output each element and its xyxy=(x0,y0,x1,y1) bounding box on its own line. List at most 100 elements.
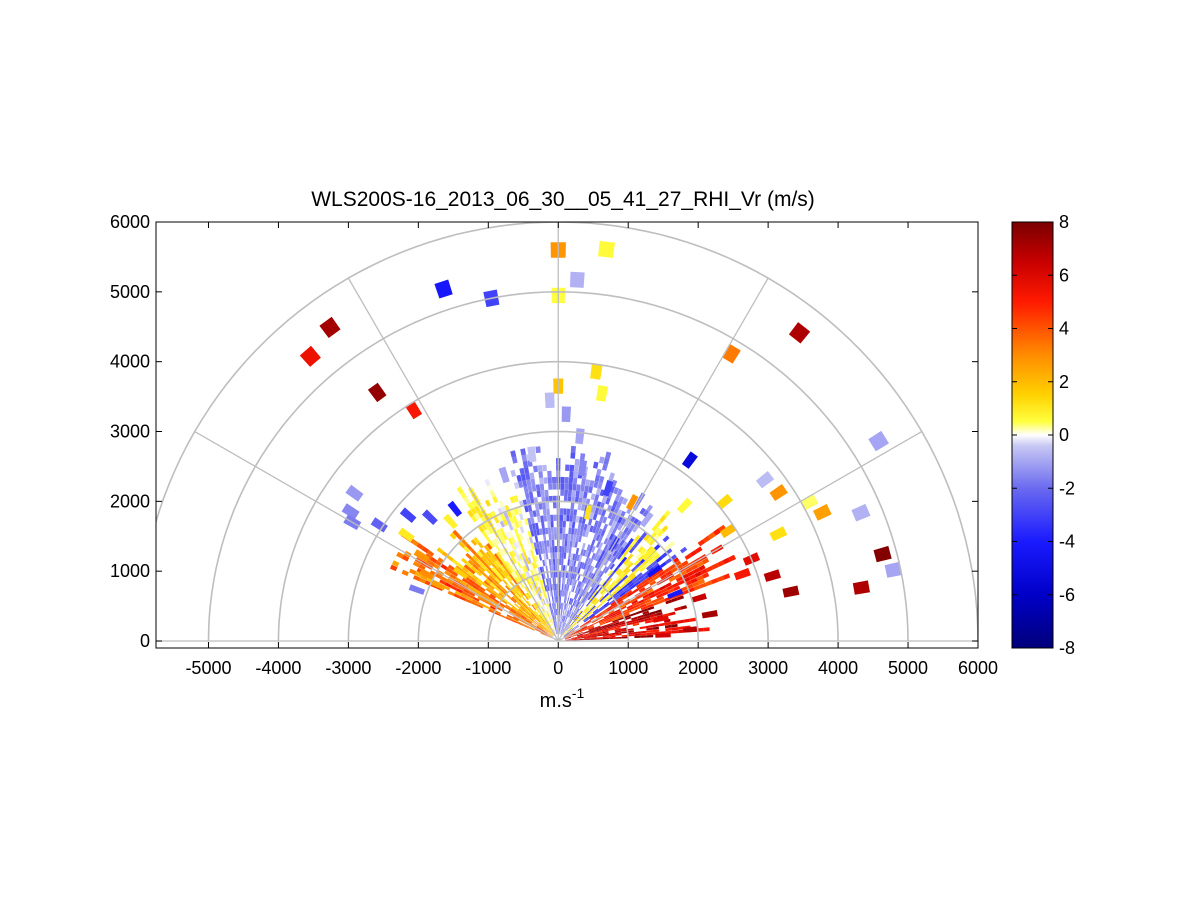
velocity-bin xyxy=(523,565,529,572)
velocity-bin xyxy=(551,616,554,623)
velocity-bin xyxy=(551,584,554,591)
velocity-bin xyxy=(498,603,505,609)
velocity-bin xyxy=(499,572,506,579)
velocity-bin xyxy=(604,615,611,620)
velocity-bin xyxy=(493,553,500,560)
velocity-cell xyxy=(769,526,788,542)
velocity-bin xyxy=(514,603,520,609)
velocity-bin xyxy=(530,583,535,590)
velocity-bin xyxy=(614,595,621,601)
velocity-bin xyxy=(632,620,639,625)
velocity-bin xyxy=(559,558,562,565)
velocity-bin xyxy=(632,525,639,533)
velocity-bin xyxy=(520,448,526,456)
velocity-bin xyxy=(573,528,578,535)
velocity-bin xyxy=(579,491,584,498)
velocity-bin xyxy=(420,574,428,581)
velocity-bin xyxy=(705,580,713,587)
velocity-bin xyxy=(619,620,626,624)
velocity-bin xyxy=(666,585,674,591)
velocity-bin xyxy=(472,563,480,570)
velocity-bin xyxy=(589,615,596,620)
velocity-bin xyxy=(599,557,605,564)
velocity-bin xyxy=(483,562,490,569)
velocity-bin xyxy=(592,461,599,469)
velocity-cell xyxy=(852,580,870,595)
velocity-bin xyxy=(609,634,616,637)
velocity-bin xyxy=(525,473,531,480)
velocity-cell xyxy=(719,523,737,539)
velocity-bin xyxy=(618,546,624,554)
velocity-bin xyxy=(606,532,612,539)
velocity-bin xyxy=(560,628,562,635)
x-tick-label: 0 xyxy=(553,658,563,678)
velocity-bin xyxy=(578,535,582,543)
velocity-bin xyxy=(555,621,557,628)
velocity-bin xyxy=(635,594,643,600)
velocity-bin xyxy=(551,565,554,572)
velocity-bin xyxy=(598,542,604,549)
velocity-bin xyxy=(553,628,556,635)
velocity-bin xyxy=(617,516,623,524)
velocity-bin xyxy=(569,630,575,634)
velocity-bin xyxy=(502,533,508,541)
velocity-bin xyxy=(565,603,568,610)
velocity-bin xyxy=(544,559,548,566)
velocity-bin xyxy=(589,632,596,635)
velocity-bin xyxy=(477,578,484,585)
velocity-bin xyxy=(538,615,543,621)
velocity-bin xyxy=(530,517,535,524)
velocity-bin xyxy=(552,546,555,553)
velocity-bin xyxy=(537,600,542,607)
velocity-bin xyxy=(563,631,568,636)
velocity-bin xyxy=(547,632,553,637)
velocity-bin xyxy=(547,470,552,478)
velocity-bin xyxy=(638,619,645,623)
velocity-bin xyxy=(561,615,563,622)
velocity-bin xyxy=(506,583,513,590)
velocity-bin xyxy=(572,599,576,606)
velocity-bin xyxy=(636,582,643,589)
velocity-bin xyxy=(594,520,599,528)
velocity-bin xyxy=(537,465,543,472)
velocity-bin xyxy=(562,615,564,622)
velocity-bin xyxy=(565,616,568,623)
velocity-bin xyxy=(598,535,604,543)
velocity-bin xyxy=(603,592,610,598)
velocity-bin xyxy=(661,525,669,533)
velocity-bin xyxy=(629,574,637,581)
velocity-bin xyxy=(545,565,549,573)
velocity-bin xyxy=(553,615,556,622)
velocity-bin xyxy=(568,552,571,560)
velocity-bin xyxy=(590,566,595,573)
velocity-bin xyxy=(534,522,539,530)
velocity-bin xyxy=(535,446,541,454)
velocity-bin xyxy=(473,596,480,602)
velocity-bin xyxy=(579,589,584,596)
velocity-bin xyxy=(391,560,400,567)
velocity-bin xyxy=(611,534,617,542)
velocity-bin xyxy=(524,505,529,513)
velocity-bin xyxy=(694,571,702,578)
velocity-bin xyxy=(511,619,518,624)
velocity-bin xyxy=(564,571,567,578)
velocity-cell xyxy=(641,546,657,561)
range-ring xyxy=(156,222,978,642)
velocity-bin xyxy=(564,489,569,497)
velocity-bin xyxy=(493,579,500,585)
velocity-bin xyxy=(562,630,567,636)
velocity-bin xyxy=(536,608,542,615)
velocity-bin xyxy=(535,587,540,595)
velocity-bin xyxy=(599,515,605,523)
velocity-cell xyxy=(755,471,775,489)
velocity-bin xyxy=(516,534,521,542)
velocity-bin xyxy=(599,622,607,626)
velocity-bin xyxy=(509,496,515,504)
velocity-bin xyxy=(634,633,641,636)
velocity-bin xyxy=(618,571,625,578)
velocity-bin xyxy=(564,590,567,597)
velocity-bin xyxy=(575,515,580,523)
velocity-bin xyxy=(596,633,603,636)
velocity-bin xyxy=(547,521,551,528)
velocity-bin xyxy=(511,456,518,464)
